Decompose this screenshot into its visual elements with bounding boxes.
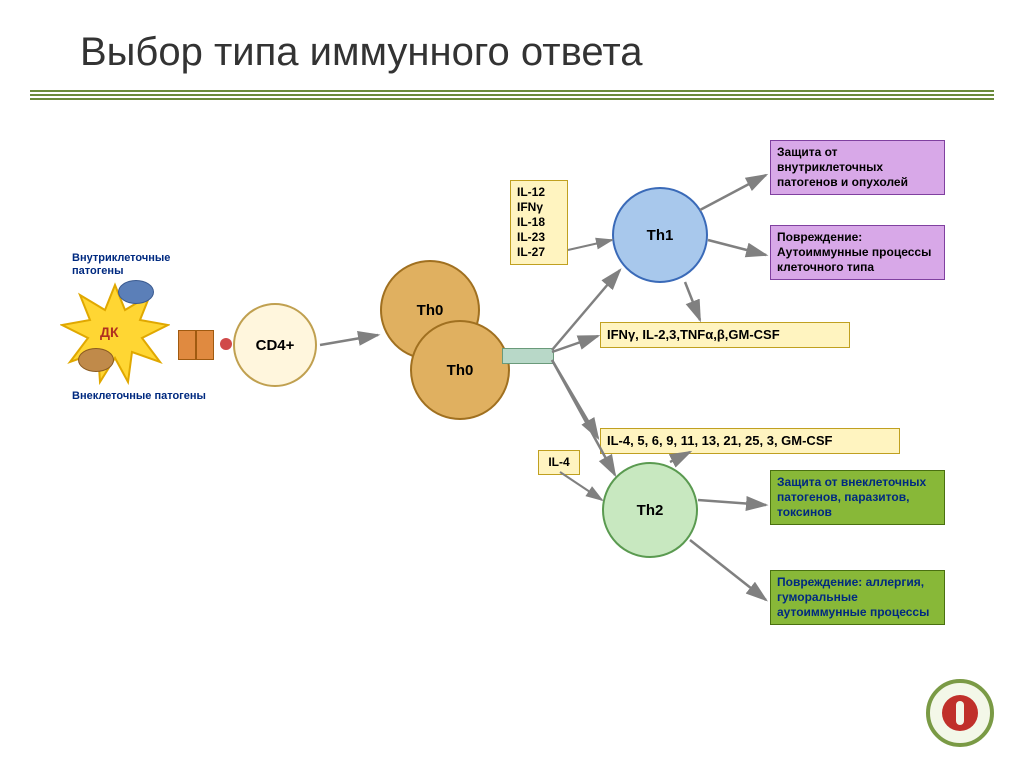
- il4-strip: IL-4, 5, 6, 9, 11, 13, 21, 25, 3, GM-CSF: [600, 428, 900, 454]
- th0-bridge: [502, 348, 554, 364]
- cd4-label: CD4+: [256, 337, 295, 354]
- extracellular-label: Внеклеточные патогены: [72, 390, 232, 403]
- receptor-dot: [220, 338, 232, 350]
- cyto-line: IL-12: [517, 185, 561, 200]
- th2-cell: Th2: [602, 462, 698, 558]
- th1-cell: Th1: [612, 187, 708, 283]
- outcome-purple-1: Защита от внутриклеточных патогенов и оп…: [770, 140, 945, 195]
- receptor-bar-2: [196, 330, 214, 360]
- outcome-purple-2: Повреждение: Аутоиммунные процессы клето…: [770, 225, 945, 280]
- slide-title: Выбор типа иммунного ответа: [80, 30, 642, 75]
- cytokines-th2-box: IL-4: [538, 450, 580, 475]
- cytokines-th1-box: IL-12 IFNγ IL-18 IL-23 IL-27: [510, 180, 568, 265]
- org-logo-icon: [926, 679, 994, 747]
- dk-label: ДК: [100, 324, 119, 340]
- outcome-green-1: Защита от внеклеточных патогенов, парази…: [770, 470, 945, 525]
- cd4-cell: CD4+: [233, 303, 317, 387]
- slide: Выбор типа иммунного ответа ДК Внутрикле…: [0, 0, 1024, 767]
- intracellular-pathogen-icon: [118, 280, 154, 304]
- extracellular-pathogen-icon: [78, 348, 114, 372]
- th0a-label: Th0: [417, 302, 444, 319]
- outcome-green-2: Повреждение: аллергия, гуморальные аутои…: [770, 570, 945, 625]
- cyto-line: IL-23: [517, 230, 561, 245]
- th2-label: Th2: [637, 502, 664, 519]
- cyto-line: IFNγ: [517, 200, 561, 215]
- receptor-bar: [178, 330, 196, 360]
- ifn-strip: IFNγ, IL-2,3,TNFα,β,GM-CSF: [600, 322, 850, 348]
- title-rule: [30, 90, 994, 102]
- cyto-line: IL-27: [517, 245, 561, 260]
- intracellular-label: Внутриклеточные патогены: [72, 252, 212, 278]
- cyto-line: IL-18: [517, 215, 561, 230]
- th0b-label: Th0: [447, 362, 474, 379]
- th0-cell-b: Th0: [410, 320, 510, 420]
- th1-label: Th1: [647, 227, 674, 244]
